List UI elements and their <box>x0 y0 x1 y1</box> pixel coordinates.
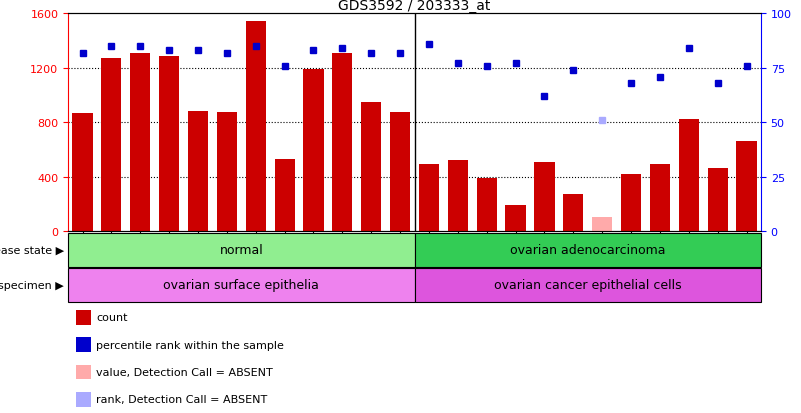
Bar <box>275 159 295 231</box>
Text: count: count <box>96 313 127 323</box>
Bar <box>101 59 122 231</box>
Text: ovarian surface epithelia: ovarian surface epithelia <box>163 278 320 292</box>
Text: ovarian cancer epithelial cells: ovarian cancer epithelial cells <box>494 278 682 292</box>
Bar <box>650 165 670 231</box>
Bar <box>68 233 415 267</box>
Bar <box>217 113 237 231</box>
Text: normal: normal <box>219 244 264 257</box>
Text: rank, Detection Call = ABSENT: rank, Detection Call = ABSENT <box>96 394 268 404</box>
Bar <box>736 142 757 231</box>
Text: specimen ▶: specimen ▶ <box>0 280 64 290</box>
Text: ovarian adenocarcinoma: ovarian adenocarcinoma <box>510 244 666 257</box>
Bar <box>621 174 641 231</box>
Bar <box>68 268 415 302</box>
Bar <box>304 69 324 231</box>
Bar <box>188 112 208 231</box>
Bar <box>563 195 583 231</box>
Bar <box>534 162 554 231</box>
Bar <box>419 165 439 231</box>
Bar <box>72 114 93 231</box>
Text: value, Detection Call = ABSENT: value, Detection Call = ABSENT <box>96 367 273 377</box>
Bar <box>415 233 761 267</box>
Bar <box>246 22 266 231</box>
Bar <box>159 57 179 231</box>
Text: percentile rank within the sample: percentile rank within the sample <box>96 340 284 350</box>
Bar <box>707 169 728 231</box>
Bar <box>415 268 761 302</box>
Bar <box>332 54 352 231</box>
Bar <box>390 113 410 231</box>
Bar <box>678 120 699 231</box>
Bar <box>477 178 497 231</box>
Bar <box>505 206 525 231</box>
Bar <box>448 161 468 231</box>
Text: disease state ▶: disease state ▶ <box>0 245 64 255</box>
Bar <box>130 54 151 231</box>
Bar <box>361 102 381 231</box>
Bar <box>592 218 612 231</box>
Title: GDS3592 / 203333_at: GDS3592 / 203333_at <box>338 0 491 14</box>
